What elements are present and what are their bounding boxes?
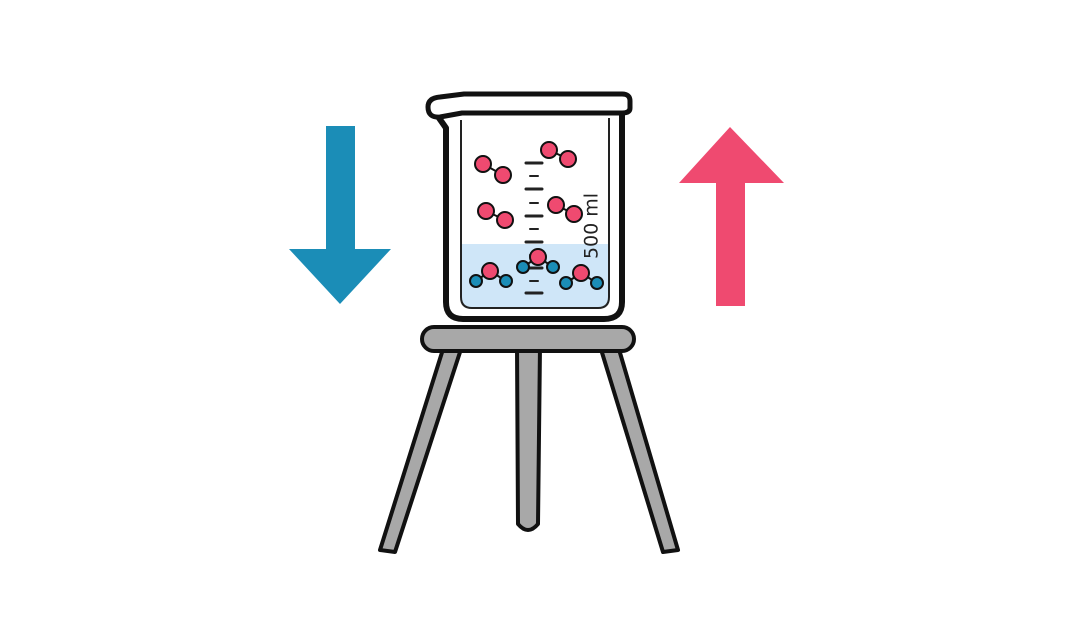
- tripod-leg-center: [515, 344, 542, 532]
- liquid-molecule: [559, 264, 604, 290]
- gas-molecules: [474, 141, 583, 229]
- gas-molecule: [477, 202, 514, 229]
- gas-molecule: [474, 155, 512, 184]
- beaker-graduations: [524, 161, 544, 295]
- liquid-molecules: [469, 248, 604, 290]
- tripod-leg-left: [378, 344, 464, 554]
- liquid-molecule: [469, 262, 513, 288]
- beaker-liquid: [461, 244, 609, 308]
- beaker-inner-outline: [460, 118, 610, 309]
- beaker-volume-label: 500 ml: [581, 193, 603, 259]
- down-arrow-icon: [289, 126, 391, 304]
- liquid-molecule: [516, 248, 560, 274]
- up-arrow-icon: [679, 127, 784, 306]
- beaker-rim: [425, 91, 633, 120]
- tripod-leg-right: [598, 344, 680, 554]
- down-arrow-shape: [289, 126, 391, 304]
- gas-molecule: [540, 141, 577, 168]
- tripod-top: [420, 325, 636, 353]
- tripod-stand: [378, 325, 680, 554]
- gas-molecule: [547, 196, 583, 223]
- up-arrow-shape: [679, 127, 784, 306]
